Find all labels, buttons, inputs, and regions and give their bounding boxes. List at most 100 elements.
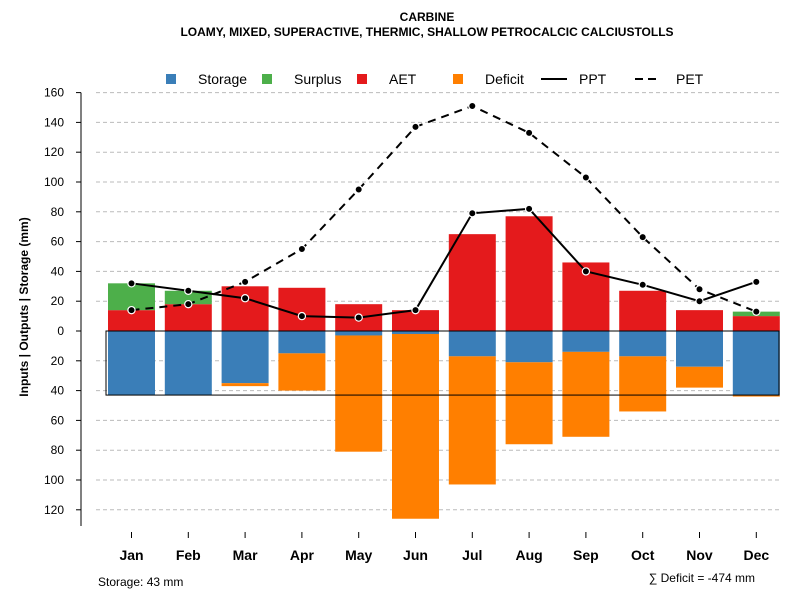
series-lines: [127, 101, 761, 322]
x-tick-label: May: [345, 547, 372, 563]
y-tick-label: 100: [44, 473, 64, 487]
pet-point: [240, 277, 250, 287]
ppt-point: [127, 279, 136, 288]
pet-point: [354, 185, 363, 194]
x-tick-label: Aug: [515, 547, 542, 563]
storage-bar: [619, 331, 667, 357]
surplus-bar: [164, 290, 212, 305]
ppt-point: [695, 297, 704, 306]
deficit-bar: [335, 335, 383, 452]
x-tick-label: Sep: [573, 547, 599, 563]
legend-swatch-surplus: [262, 74, 272, 84]
y-tick-label: 40: [51, 264, 65, 278]
ppt-point: [184, 286, 193, 295]
deficit-bar: [448, 356, 496, 485]
pet-line: [131, 104, 757, 313]
y-tick-label: 20: [51, 354, 65, 368]
aet-bar: [732, 316, 780, 331]
y-tick-label: 120: [44, 145, 64, 159]
storage-bar: [676, 331, 723, 367]
deficit-bar: [732, 395, 780, 397]
storage-bar: [732, 331, 780, 396]
storage-bar: [392, 331, 439, 334]
deficit-bar: [505, 362, 553, 445]
legend-swatch-deficit: [453, 74, 463, 84]
pet-point: [581, 173, 591, 182]
deficit-bar: [278, 353, 326, 391]
aet-bar: [505, 216, 553, 331]
ppt-point: [752, 277, 761, 287]
y-axis-label: Inputs | Outputs | Storage (mm): [17, 217, 31, 396]
axes: 160 140 120 100 80 60 40 20 0 20 40 60 80 100 120 Jan Fe…: [44, 86, 769, 563]
storage-note: Storage: 43 mm: [98, 575, 183, 589]
y-tick-label: 100: [44, 175, 64, 189]
aet-bar: [278, 287, 326, 331]
y-tick-label: 80: [51, 205, 65, 219]
y-tick-label: 0: [57, 324, 64, 338]
pet-point: [127, 305, 136, 315]
aet-bar: [221, 286, 269, 331]
aet-bar: [676, 310, 723, 331]
legend: Storage Surplus AET Deficit PPT PET: [166, 71, 704, 87]
storage-bar: [221, 331, 269, 384]
ppt-point: [297, 311, 307, 321]
x-tick-label: Dec: [743, 547, 769, 563]
ppt-point: [468, 209, 477, 218]
x-tick-label: Jun: [403, 547, 428, 563]
surplus-bar: [108, 283, 155, 311]
chart-title: CARBINE: [400, 10, 455, 24]
pet-point: [468, 101, 477, 111]
storage-bar: [505, 331, 553, 363]
x-tick-label: Mar: [233, 547, 258, 563]
bars: [105, 216, 780, 519]
deficit-bar: [562, 351, 610, 437]
legend-label-surplus: Surplus: [294, 71, 341, 87]
y-tick-label: 60: [51, 235, 65, 249]
y-tick-label: 140: [44, 115, 64, 129]
aet-bar: [619, 290, 667, 331]
aet-bar: [448, 234, 496, 331]
y-tick-label: 160: [44, 86, 64, 100]
y-tick-label: 80: [51, 443, 65, 457]
ppt-point: [354, 313, 363, 322]
pet-point: [752, 307, 761, 316]
deficit-bar: [676, 366, 723, 388]
deficit-sum-note: ∑ Deficit = -474 mm: [649, 571, 755, 585]
deficit-bar: [221, 383, 269, 387]
storage-capacity-outline: [105, 330, 780, 396]
legend-label-aet: AET: [389, 71, 417, 87]
storage-bar: [278, 331, 326, 354]
ppt-line: [131, 207, 757, 319]
ppt-point: [638, 280, 647, 290]
y-tick-label: 120: [44, 503, 64, 517]
storage-bar: [562, 331, 610, 352]
pet-point: [184, 299, 193, 309]
aet-bar: [392, 310, 439, 331]
chart-subtitle: LOAMY, MIXED, SUPERACTIVE, THERMIC, SHAL…: [180, 25, 673, 39]
pet-point: [638, 232, 647, 242]
ppt-point: [240, 294, 250, 303]
legend-swatch-storage: [166, 74, 176, 84]
aet-bar: [164, 304, 212, 331]
x-tick-label: Nov: [686, 547, 713, 563]
ppt-point: [411, 305, 420, 315]
legend-swatch-aet: [357, 74, 367, 84]
ppt-point: [581, 267, 591, 276]
deficit-bar: [619, 356, 667, 412]
legend-label-deficit: Deficit: [485, 71, 524, 87]
y-tick-label: 20: [51, 294, 65, 308]
ppt-point: [524, 204, 534, 214]
pet-point: [297, 244, 307, 254]
legend-label-storage: Storage: [198, 71, 247, 87]
storage-bar: [164, 331, 212, 396]
x-tick-label: Jan: [119, 547, 143, 563]
pet-point: [524, 128, 534, 138]
aet-bar: [108, 310, 155, 331]
storage-bar: [448, 331, 496, 357]
x-tick-label: Feb: [176, 547, 201, 563]
x-tick-label: Apr: [290, 547, 315, 563]
legend-label-pet: PET: [676, 71, 704, 87]
storage-bar: [335, 331, 383, 336]
y-tick-label: 40: [51, 384, 65, 398]
